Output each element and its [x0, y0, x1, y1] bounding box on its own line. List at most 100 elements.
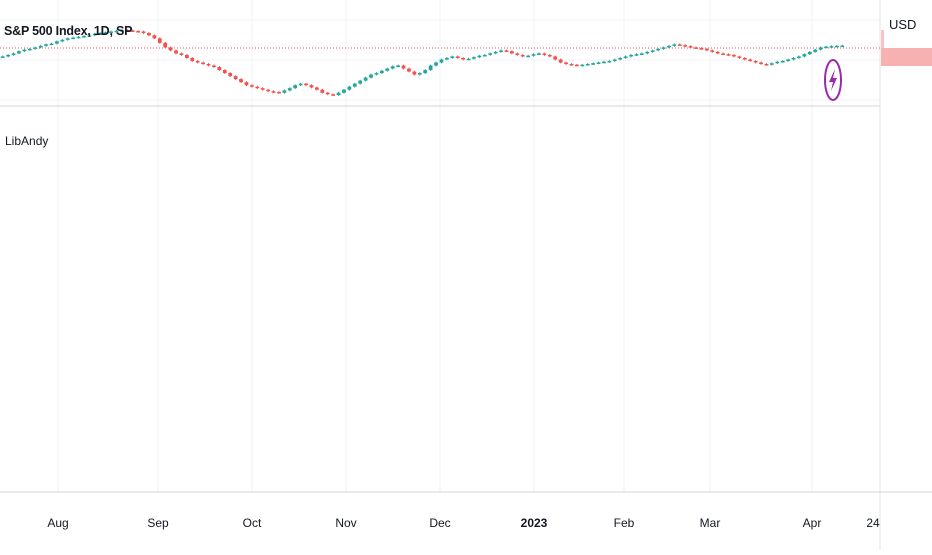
candle: [282, 89, 287, 94]
candle-body: [612, 59, 617, 61]
candle: [147, 32, 151, 37]
candle: [699, 47, 704, 50]
candle-body: [683, 45, 688, 47]
time-axis-label: Apr: [803, 516, 822, 530]
candle: [667, 44, 671, 49]
candle-body: [190, 57, 195, 61]
candle-body: [434, 62, 438, 66]
candle: [786, 58, 791, 62]
candle-body: [472, 57, 476, 59]
candle-body: [298, 83, 303, 86]
candle-body: [547, 54, 552, 57]
candle: [466, 57, 471, 61]
candle: [287, 87, 292, 92]
candle: [650, 49, 655, 53]
candle-body: [607, 60, 612, 63]
candle: [797, 55, 801, 59]
candle-body: [304, 83, 308, 86]
candle-body: [49, 43, 54, 46]
candle: [336, 91, 341, 96]
lightning-bolt-icon[interactable]: [824, 59, 842, 101]
candle: [325, 91, 330, 96]
candle-body: [347, 86, 352, 90]
symbol-title[interactable]: S&P 500 Index, 1D, SP: [4, 24, 133, 38]
candle: [271, 90, 276, 93]
candle: [266, 88, 271, 93]
candle-body: [130, 30, 135, 32]
candle: [569, 63, 574, 66]
candle-body: [103, 32, 108, 34]
candle-body: [824, 46, 828, 49]
candle-body: [694, 47, 698, 49]
candle-body: [466, 58, 471, 61]
candle: [461, 57, 466, 61]
candle-body: [282, 90, 287, 93]
candle-body: [65, 38, 70, 40]
candle-body: [331, 94, 336, 96]
candle-body: [336, 92, 341, 95]
candle: [369, 73, 373, 79]
candle: [769, 62, 774, 66]
candle-body: [444, 57, 449, 60]
candle-body: [277, 91, 281, 94]
candle: [379, 69, 384, 74]
grid-lines: [0, 0, 880, 492]
candle: [840, 44, 845, 48]
candle: [407, 67, 411, 73]
candle-body: [239, 79, 243, 83]
time-axis[interactable]: Aug Sep Oct Nov Dec 2023 Feb Mar Apr 24: [47, 516, 880, 530]
candle: [824, 45, 828, 49]
candle: [244, 81, 249, 87]
candle: [152, 34, 157, 40]
candle-body: [11, 53, 16, 55]
candle: [834, 44, 839, 48]
candle: [450, 55, 455, 59]
candle: [228, 72, 233, 78]
candle: [683, 44, 688, 48]
candle: [564, 61, 568, 65]
candle-body: [558, 59, 563, 63]
candle-body: [293, 85, 298, 89]
candle-body: [834, 45, 839, 48]
candle-body: [775, 61, 780, 64]
candle: [222, 69, 227, 74]
candle: [558, 58, 563, 64]
candle: [547, 54, 552, 58]
candle-body: [125, 30, 130, 32]
candle-body: [699, 48, 704, 50]
candle-body: [618, 57, 623, 60]
candle: [704, 47, 709, 52]
candle: [677, 43, 682, 47]
candle-body: [780, 60, 785, 63]
candle: [818, 46, 823, 51]
candle: [553, 55, 558, 61]
candle: [119, 29, 124, 32]
candle: [775, 60, 780, 65]
candle: [580, 63, 585, 67]
candle: [33, 46, 38, 50]
candle: [65, 37, 70, 41]
candle: [672, 43, 677, 47]
candle-body: [369, 74, 373, 78]
candle-body: [363, 77, 368, 81]
candle-body: [147, 33, 151, 36]
candle: [472, 56, 476, 60]
candle-body: [358, 80, 363, 84]
candle-body: [174, 50, 178, 54]
candle: [92, 32, 97, 37]
indicator-name[interactable]: LibAndy: [5, 134, 49, 148]
candle-body: [542, 53, 547, 55]
time-axis-label: Oct: [243, 516, 262, 530]
time-axis-label: Sep: [147, 516, 169, 530]
candle: [17, 50, 21, 55]
candle: [656, 47, 661, 52]
candle: [515, 52, 520, 56]
candle-body: [591, 63, 596, 65]
candle-body: [748, 59, 753, 61]
candle-body: [114, 30, 119, 33]
time-axis-label: Feb: [614, 516, 635, 530]
candle: [737, 55, 742, 59]
currency-label[interactable]: USD: [889, 17, 917, 32]
